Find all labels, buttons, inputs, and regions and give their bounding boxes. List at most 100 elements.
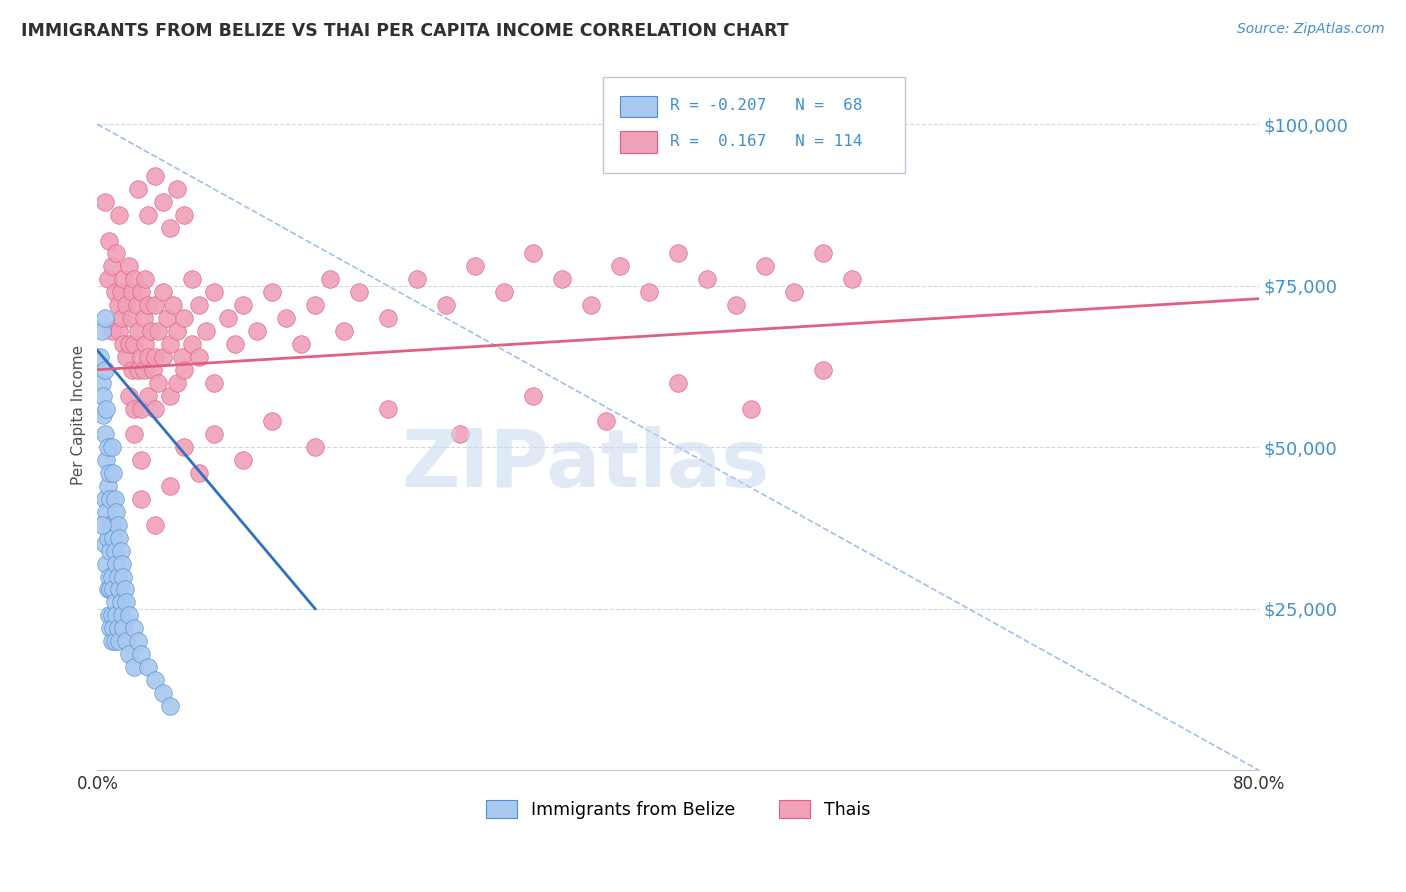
Point <box>522 246 544 260</box>
Point <box>145 169 167 183</box>
Point <box>129 401 152 416</box>
Point <box>129 285 152 300</box>
Point <box>166 182 188 196</box>
Point <box>91 408 114 422</box>
Point <box>90 517 112 532</box>
Point <box>96 272 118 286</box>
Point <box>112 621 135 635</box>
Point <box>170 350 193 364</box>
Point <box>260 285 283 300</box>
Point <box>111 311 134 326</box>
Point <box>173 311 195 326</box>
Point <box>101 440 124 454</box>
Point <box>107 621 129 635</box>
Point <box>118 337 141 351</box>
Point <box>318 272 340 286</box>
Point <box>173 208 195 222</box>
Point <box>725 298 748 312</box>
Bar <box>620 95 658 117</box>
Point <box>94 401 117 416</box>
Point <box>120 311 142 326</box>
Point <box>132 311 155 326</box>
Point <box>449 427 471 442</box>
Point <box>127 363 149 377</box>
Point <box>522 388 544 402</box>
Point <box>93 363 115 377</box>
Point <box>104 543 127 558</box>
Point <box>122 427 145 442</box>
Point <box>101 324 124 338</box>
Point <box>93 427 115 442</box>
Point <box>740 401 762 416</box>
Point <box>103 621 125 635</box>
Point <box>93 194 115 209</box>
Point <box>93 491 115 506</box>
Point <box>111 557 134 571</box>
Point <box>125 298 148 312</box>
Point <box>188 466 211 480</box>
Point <box>347 285 370 300</box>
Point <box>841 272 863 286</box>
Point <box>112 272 135 286</box>
Point <box>246 324 269 338</box>
Point <box>98 569 121 583</box>
Point <box>105 608 128 623</box>
Point <box>224 337 246 351</box>
Point <box>122 337 145 351</box>
Point <box>100 621 122 635</box>
Point <box>145 517 167 532</box>
Point <box>202 285 225 300</box>
Point <box>118 608 141 623</box>
Point <box>96 479 118 493</box>
Point <box>180 337 202 351</box>
Point <box>93 537 115 551</box>
Point <box>127 182 149 196</box>
Point <box>136 388 159 402</box>
Point <box>377 401 399 416</box>
Point <box>152 285 174 300</box>
Point <box>107 517 129 532</box>
Point <box>145 401 167 416</box>
Point <box>145 673 167 687</box>
Point <box>104 491 127 506</box>
Point <box>122 272 145 286</box>
Point <box>595 414 617 428</box>
Point <box>232 298 254 312</box>
Point <box>696 272 718 286</box>
Point <box>111 608 134 623</box>
Text: ZIPatlas: ZIPatlas <box>401 425 769 504</box>
Point <box>148 324 170 338</box>
Point <box>101 260 124 274</box>
Point <box>159 388 181 402</box>
Point <box>108 324 131 338</box>
Point <box>115 298 138 312</box>
Point <box>217 311 239 326</box>
Point <box>152 194 174 209</box>
Point <box>100 543 122 558</box>
Point <box>754 260 776 274</box>
Text: IMMIGRANTS FROM BELIZE VS THAI PER CAPITA INCOME CORRELATION CHART: IMMIGRANTS FROM BELIZE VS THAI PER CAPIT… <box>21 22 789 40</box>
Point <box>492 285 515 300</box>
Point <box>118 388 141 402</box>
Point <box>104 285 127 300</box>
Point <box>108 582 131 597</box>
Point <box>156 311 179 326</box>
Point <box>188 350 211 364</box>
Point <box>377 311 399 326</box>
Point <box>98 466 121 480</box>
Point <box>464 260 486 274</box>
Point <box>101 608 124 623</box>
Point <box>122 660 145 674</box>
Point <box>104 595 127 609</box>
Point <box>122 401 145 416</box>
Point <box>162 298 184 312</box>
Point <box>115 595 138 609</box>
Point <box>638 285 661 300</box>
Point <box>110 543 132 558</box>
Point <box>136 208 159 222</box>
Point <box>98 234 121 248</box>
Point <box>141 363 163 377</box>
Point <box>90 324 112 338</box>
Point <box>121 285 143 300</box>
Point <box>666 246 689 260</box>
